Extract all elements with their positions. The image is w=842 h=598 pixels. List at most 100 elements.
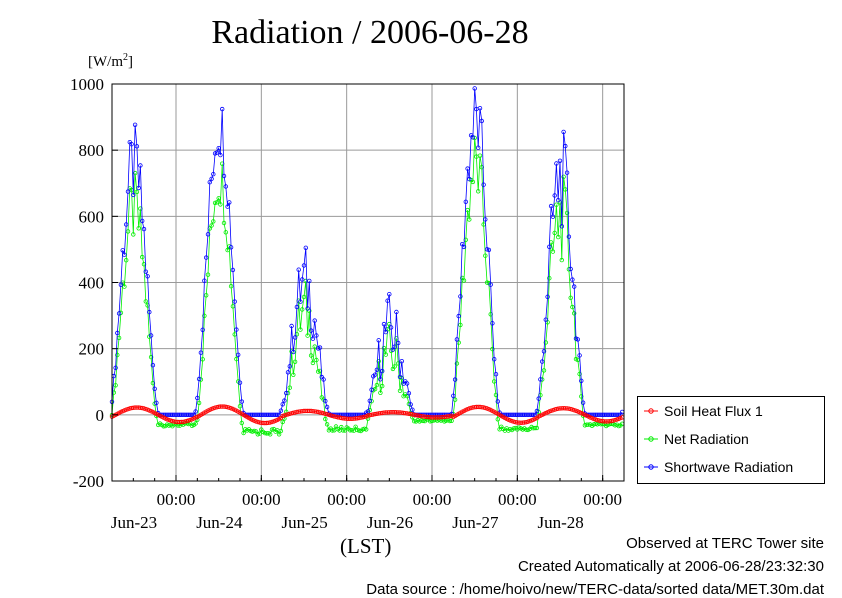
shortwave-radiation-point [490,321,495,326]
shortwave-radiation-point [365,409,371,414]
shortwave-radiation-point [381,321,387,327]
net-radiation-point [209,223,214,228]
shortwave-radiation-point [572,284,577,289]
shortwave-radiation-point [118,282,124,287]
shortwave-radiation-point [477,105,483,111]
x-axis-ticks: 00:00Jun-2300:00Jun-2400:00Jun-2500:00Ju… [111,475,625,532]
net-radiation-point [532,425,538,431]
net-radiation-point [534,425,540,431]
shortwave-radiation-point [305,306,310,311]
shortwave-radiation-point [285,370,291,375]
net-radiation-point [470,179,476,185]
net-radiation-point [125,229,131,234]
shortwave-radiation-point [479,118,484,124]
net-radiation-point [324,422,330,427]
shortwave-radiation-point [548,203,554,209]
net-radiation-point [221,220,227,226]
net-radiation-point [349,428,355,433]
shortwave-radiation-point [369,387,374,392]
shortwave-radiation-point [554,161,559,166]
soil-heat-flux-series [109,404,625,426]
shortwave-radiation-point [579,378,584,383]
net-radiation-point [145,303,150,308]
net-radiation-point [161,424,166,429]
net-radiation-point [134,189,140,195]
net-radiation-point [314,357,319,363]
shortwave-radiation-point [374,367,380,372]
shortwave-radiation-point [275,412,280,417]
shortwave-radiation-point [129,141,134,147]
net-radiation-line [111,137,623,436]
shortwave-radiation-point [557,158,563,163]
net-radiation-point [216,196,221,201]
x-tick-time: 00:00 [498,490,537,509]
net-radiation-point [278,428,284,434]
shortwave-radiation-point [488,282,493,287]
shortwave-radiation-point [116,311,122,316]
shortwave-radiation-point [139,218,145,224]
legend-label: Shortwave Radiation [664,459,794,475]
net-radiation-point [490,346,495,352]
shortwave-radiation-point [132,122,138,127]
net-radiation-point [132,170,138,176]
shortwave-radiation-point [143,269,148,274]
shortwave-radiation-point [367,398,372,403]
shortwave-radiation-point [152,386,157,391]
net-radiation-point [308,353,314,358]
net-radiation-point [330,428,335,433]
shortwave-radiation-point [385,298,390,303]
shortwave-radiation-point [556,197,561,203]
shortwave-radiation-point [278,408,284,413]
shortwave-radiation-point [376,338,381,343]
shortwave-radiation-point [205,232,211,237]
shortwave-radiation-point [454,337,460,342]
shortwave-radiation-point [540,359,545,364]
shortwave-radiation-point [483,217,488,222]
shortwave-radiation-point [399,359,404,364]
net-radiation-point [488,312,493,317]
y-tick-label: -200 [73,472,104,491]
net-radiation-point [564,210,570,216]
shortwave-radiation-point [136,185,141,191]
x-tick-date: Jun-25 [282,513,328,532]
shortwave-radiation-point [568,266,573,272]
shortwave-radiation-point [196,376,202,382]
net-radiation-point [323,416,328,422]
shortwave-radiation-point [404,381,410,386]
x-tick-time: 00:00 [242,490,281,509]
shortwave-radiation-point [150,363,156,368]
net-radiation-point [392,364,397,369]
shortwave-radiation-point [289,323,294,329]
shortwave-radiation-point [543,317,548,322]
net-radiation-point [374,382,380,388]
net-radiation-point [458,322,463,328]
x-tick-date: Jun-27 [452,513,499,532]
shortwave-radiation-point [207,179,212,185]
footer-created: Created Automatically at 2006-06-28/23:3… [517,558,824,575]
y-unit-label: [W/m2] [88,52,133,70]
net-radiation-point [556,234,561,240]
net-radiation-point [136,226,141,231]
shortwave-radiation-point [534,408,540,414]
shortwave-radiation-point [541,349,547,354]
y-tick-label: 600 [79,207,105,226]
shortwave-radiation-point [580,400,586,405]
net-radiation-point [353,424,358,429]
net-radiation-point [257,431,262,436]
shortwave-radiation-point [308,328,314,333]
shortwave-radiation-point [547,244,552,249]
net-radiation-point [495,417,500,422]
shortwave-radiation-point [392,344,397,349]
shortwave-radiation-point [561,129,566,135]
shortwave-radiation-point [397,374,403,380]
shortwave-radiation-point [235,352,241,357]
shortwave-radiation-point [200,327,205,332]
shortwave-radiation-point [463,199,468,204]
shortwave-radiation-point [123,222,129,227]
shortwave-radiation-point [298,299,303,304]
shortwave-radiation-point [314,333,319,338]
shortwave-radiation-point [312,318,317,323]
net-radiation-point [568,295,573,300]
net-radiation-point [292,359,298,364]
